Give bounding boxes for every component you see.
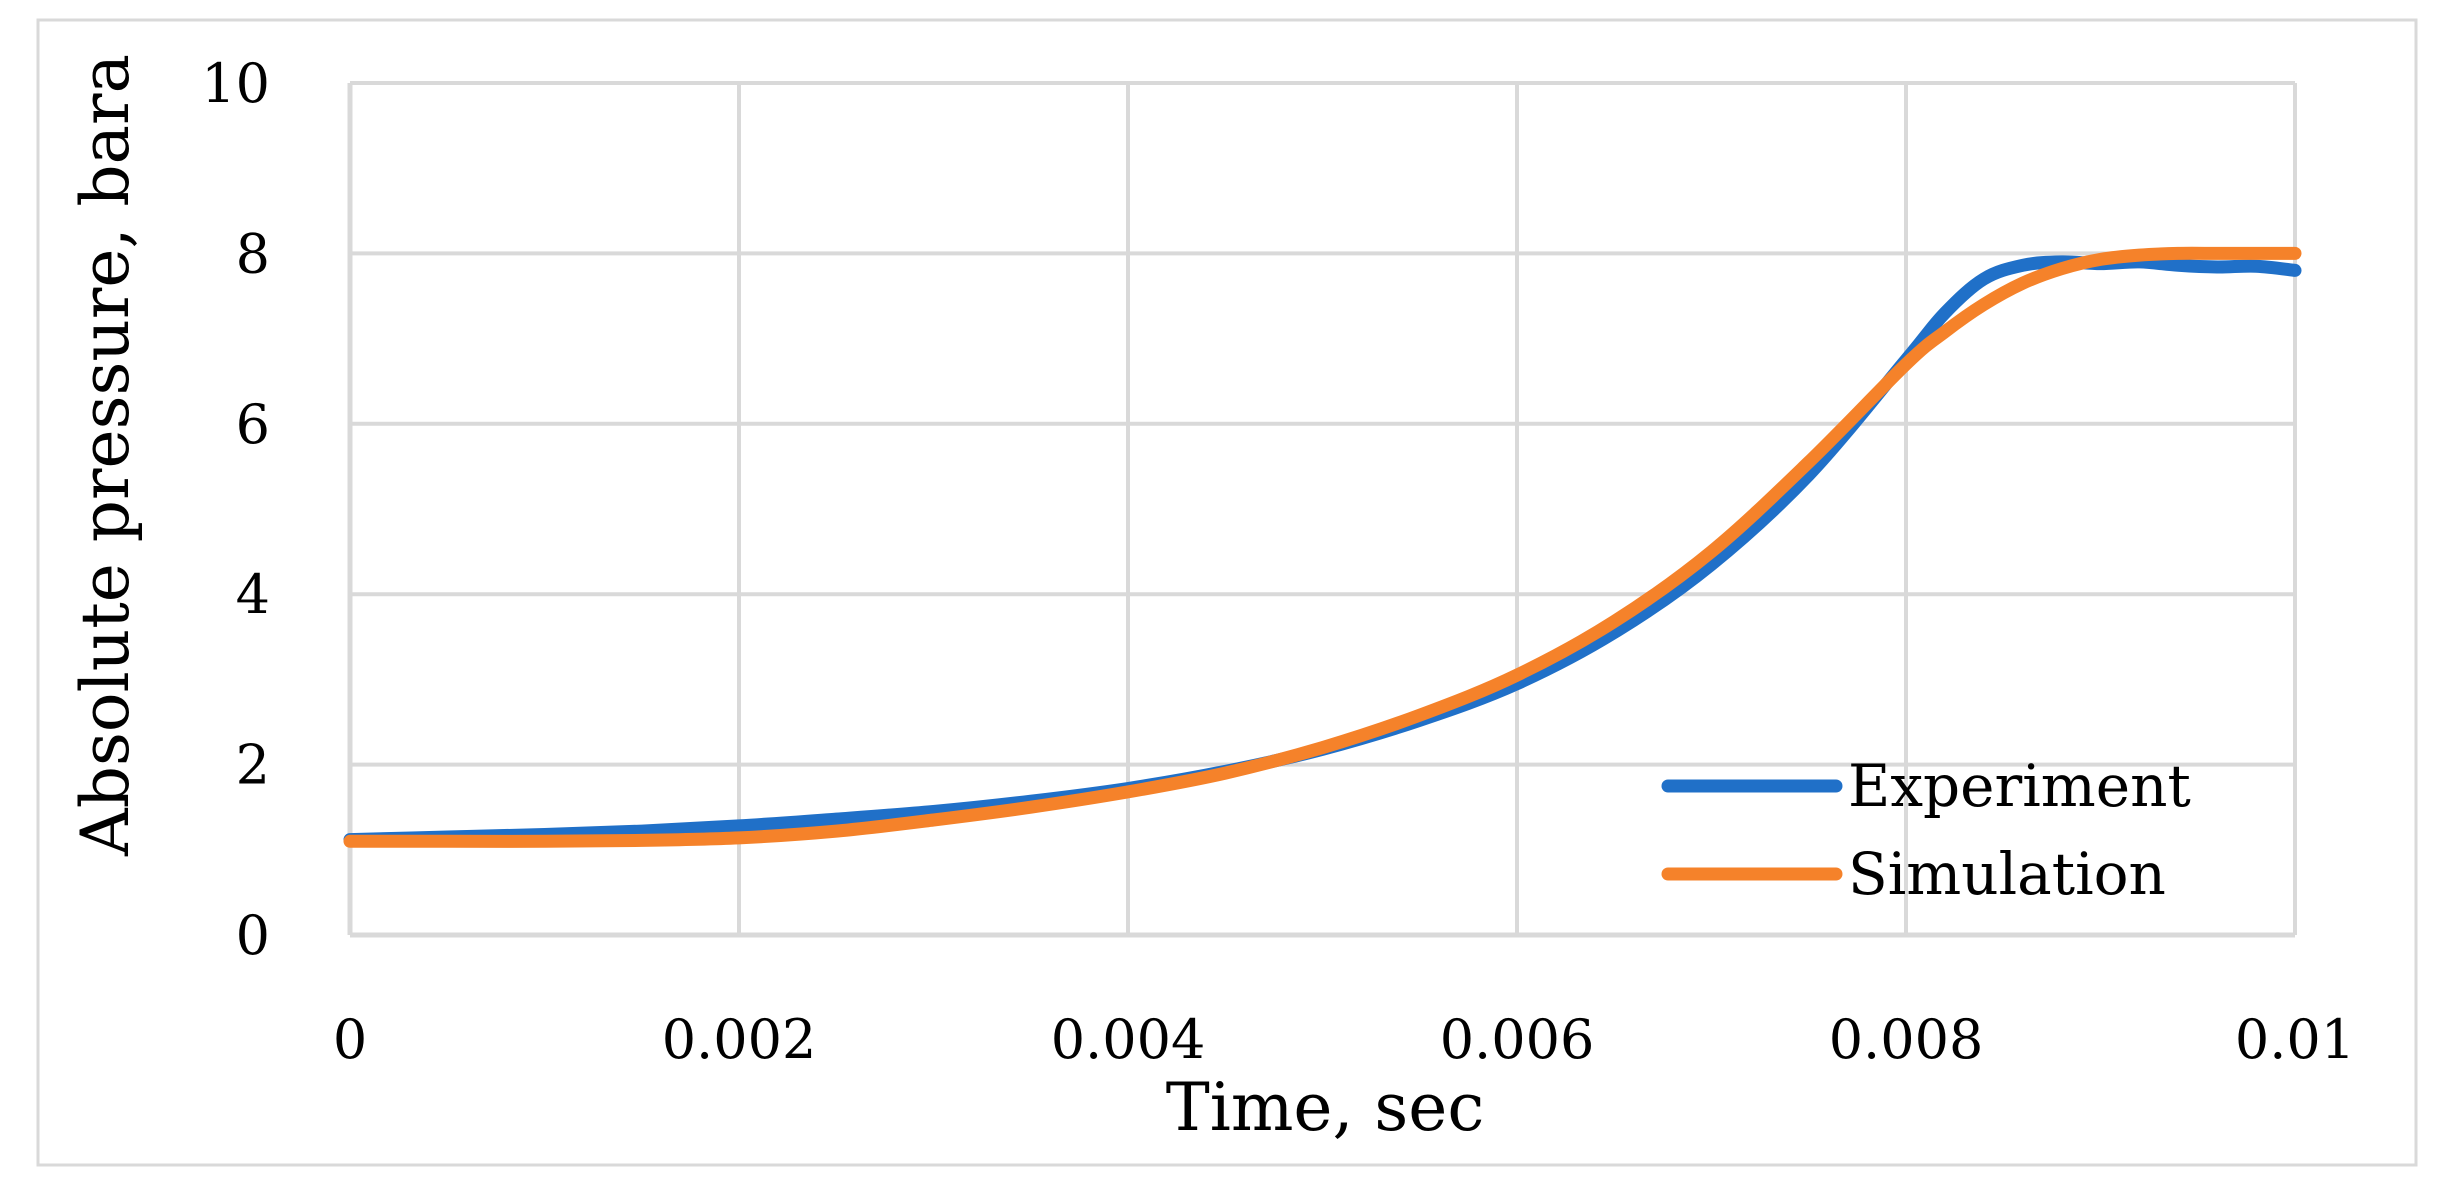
series-line-simulation [343, 246, 2302, 848]
x-tick-label-5: 0.01 [2235, 1008, 2355, 1071]
y-tick-label-1: 2 [236, 734, 270, 797]
y-tick-label-5: 10 [201, 52, 270, 115]
x-tick-label-1: 0.002 [662, 1008, 817, 1071]
x-tick-label-4: 0.008 [1829, 1008, 1984, 1071]
x-tick-label-0: 0 [333, 1008, 367, 1071]
y-axis-title: Absolute pressure, bara [67, 54, 144, 857]
y-tick-label-2: 4 [236, 563, 270, 626]
y-tick-label-4: 8 [236, 222, 270, 285]
legend: Experiment Simulation [1661, 752, 2191, 908]
x-axis-title: Time, sec [1166, 1069, 1485, 1146]
x-tick-label-3: 0.006 [1440, 1008, 1595, 1071]
axes [347, 83, 2295, 938]
y-tick-label-0: 0 [236, 904, 270, 967]
x-tick-label-2: 0.004 [1051, 1008, 1206, 1071]
y-tick-label-3: 6 [236, 393, 270, 456]
tick-labels: 0 2 4 6 8 10 0 0.002 0.004 0.006 0.008 0.01 [201, 52, 2355, 1071]
legend-label-simulation: Simulation [1848, 840, 2166, 908]
legend-label-experiment: Experiment [1848, 752, 2191, 820]
data-series [343, 246, 2302, 848]
